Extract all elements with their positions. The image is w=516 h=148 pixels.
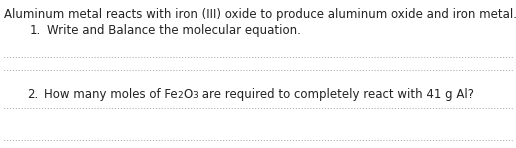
Text: 2: 2: [178, 91, 183, 100]
Text: How many moles of Fe: How many moles of Fe: [44, 88, 178, 101]
Text: O: O: [183, 88, 192, 101]
Text: are required to completely react with 41 g Al?: are required to completely react with 41…: [198, 88, 474, 101]
Text: 3: 3: [192, 91, 198, 100]
Text: 1.: 1.: [30, 24, 41, 37]
Text: 2.: 2.: [27, 88, 38, 101]
Text: Write and Balance the molecular equation.: Write and Balance the molecular equation…: [47, 24, 301, 37]
Text: Aluminum metal reacts with iron (III) oxide to produce aluminum oxide and iron m: Aluminum metal reacts with iron (III) ox…: [4, 8, 516, 21]
